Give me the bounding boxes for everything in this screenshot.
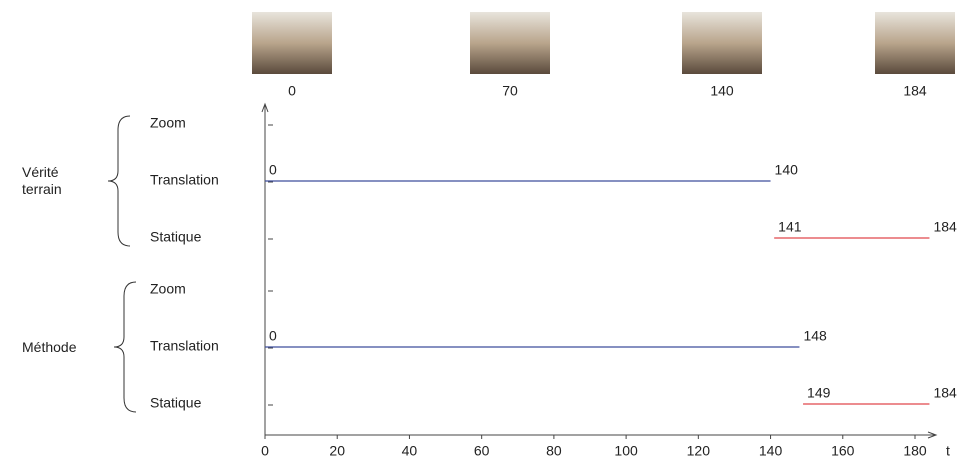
x-tick-label: 80 <box>546 443 562 459</box>
x-tick-label: 180 <box>903 443 927 459</box>
frame-thumbnail <box>682 12 762 74</box>
x-tick-label: 100 <box>614 443 638 459</box>
x-tick-label: 140 <box>759 443 783 459</box>
y-axis-arrow <box>261 102 269 113</box>
x-tick-label: 0 <box>261 443 269 459</box>
segment-end-label: 148 <box>803 328 827 344</box>
row-label: Statique <box>150 229 202 245</box>
x-tick-label: 40 <box>402 443 418 459</box>
frame-label: 184 <box>903 83 927 99</box>
row-label: Zoom <box>150 115 186 131</box>
segment-start-label: 0 <box>269 328 277 344</box>
row-label: Translation <box>150 172 219 188</box>
frame-thumbnail <box>875 12 955 74</box>
row-label: Zoom <box>150 281 186 297</box>
group-brace <box>107 115 131 247</box>
row-label: Statique <box>150 395 202 411</box>
row-label: Translation <box>150 338 219 354</box>
frame-thumbnail <box>470 12 550 74</box>
group-brace <box>113 281 137 413</box>
group-label: Méthode <box>22 338 77 355</box>
segment-end-label: 184 <box>933 219 957 235</box>
segment-start-label: 141 <box>778 219 802 235</box>
x-tick-label: 120 <box>687 443 711 459</box>
frame-label: 140 <box>710 83 734 99</box>
frame-label: 0 <box>288 83 296 99</box>
segment-start-label: 149 <box>807 385 831 401</box>
x-axis-arrow <box>927 431 938 439</box>
x-axis-label: t <box>946 443 950 459</box>
x-tick-label: 20 <box>329 443 345 459</box>
frame-label: 70 <box>502 83 518 99</box>
segment-start-label: 0 <box>269 162 277 178</box>
x-tick-label: 160 <box>831 443 855 459</box>
group-label: Vérité terrain <box>22 164 62 197</box>
segment-end-label: 184 <box>933 385 957 401</box>
x-tick-label: 60 <box>474 443 490 459</box>
segment-end-label: 140 <box>775 162 799 178</box>
frame-thumbnail <box>252 12 332 74</box>
